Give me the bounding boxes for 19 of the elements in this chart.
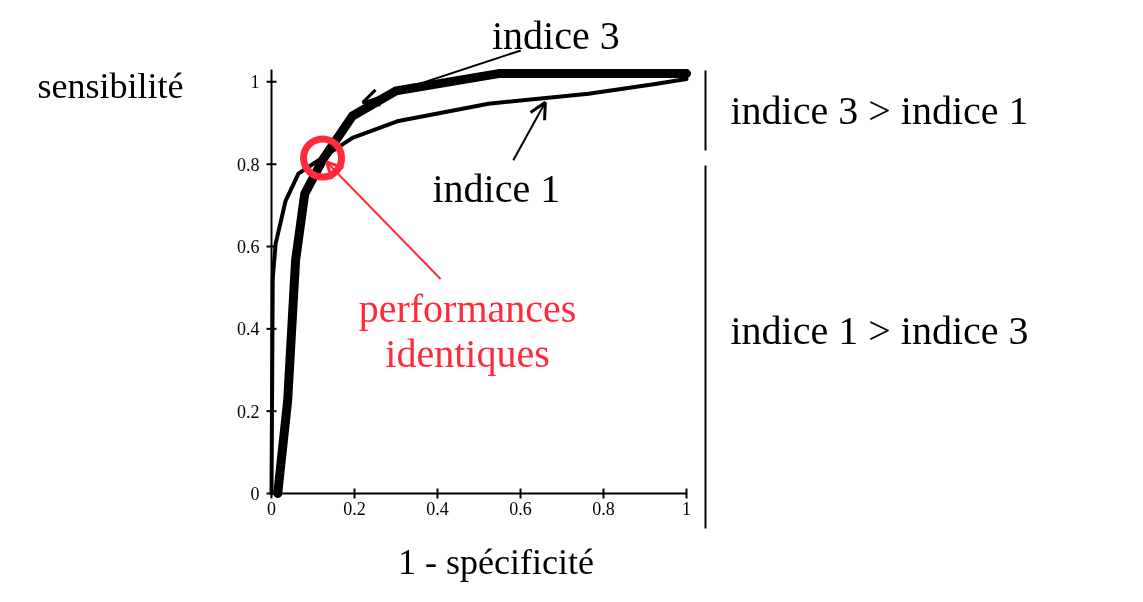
x-tick-label: 0.6 — [509, 498, 532, 519]
x-tick-label: 0.2 — [343, 498, 366, 519]
x-tick-label: 1 — [682, 498, 691, 519]
x-tick-label: 0.8 — [592, 498, 615, 519]
y-tick-label: 0.4 — [237, 319, 260, 340]
text: indice 3 > indice 1 — [730, 88, 1029, 133]
y-tick-label: 0.2 — [237, 401, 260, 422]
y-tick-label: 0.6 — [237, 237, 260, 258]
y-axis-title: sensibilité — [37, 65, 184, 106]
annotation: indice 1 — [432, 165, 561, 211]
x-tick-label: 0 — [267, 498, 276, 519]
x-axis-title: 1 - spécificité — [398, 541, 594, 582]
x-tick-label: 0.4 — [426, 498, 449, 519]
annotation: performances identiques — [358, 286, 577, 376]
y-tick-label: 0.8 — [237, 154, 260, 175]
annotation: indice 3 — [491, 12, 620, 58]
text: indice 1 > indice 3 — [730, 308, 1029, 353]
y-tick-label: 0 — [250, 484, 260, 504]
y-tick-label: 1 — [250, 72, 260, 93]
